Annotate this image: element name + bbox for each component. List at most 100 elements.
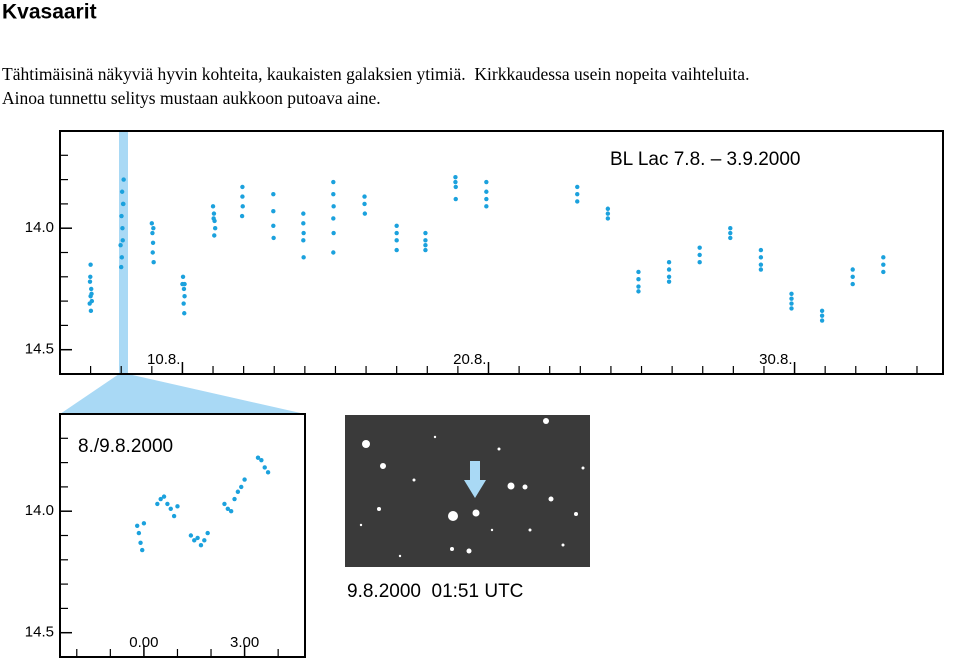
data-point	[758, 262, 764, 267]
data-point	[165, 501, 170, 507]
data-point	[666, 267, 672, 272]
data-point	[636, 289, 641, 294]
data-point	[181, 301, 186, 306]
data-point	[271, 223, 276, 228]
data-point	[232, 496, 237, 502]
stars	[359, 418, 585, 558]
data-point	[180, 274, 186, 279]
data-point	[240, 194, 245, 199]
data-point	[819, 318, 825, 323]
data-point	[212, 233, 217, 238]
y-tick-label: 14.5	[25, 624, 54, 641]
y-tick-label: 14.0	[25, 502, 54, 519]
data-point	[881, 255, 886, 260]
data-point	[758, 247, 764, 253]
data-point	[168, 506, 173, 511]
data-point	[171, 513, 177, 519]
y-tick-label: 14.0	[25, 219, 54, 236]
data-point	[331, 191, 336, 197]
data-point	[819, 308, 825, 314]
data-point	[182, 294, 187, 299]
data-point	[239, 484, 244, 490]
data-point	[121, 177, 126, 182]
highlight-band	[119, 131, 128, 374]
data-point	[239, 213, 245, 219]
data-point	[225, 506, 231, 511]
data-point	[149, 221, 155, 226]
data-point	[188, 533, 194, 538]
data-point	[362, 194, 367, 199]
data-point	[202, 538, 207, 543]
y-tick-label: 14.5	[25, 341, 54, 358]
data-point	[881, 262, 886, 267]
data-point	[150, 240, 156, 245]
x-tick-label: 10.8.	[147, 351, 180, 368]
data-point	[210, 204, 216, 209]
data-point	[211, 216, 216, 221]
data-point	[87, 301, 92, 306]
data-point	[301, 255, 306, 260]
data-point	[484, 179, 489, 185]
data-point	[789, 296, 794, 301]
text-line: Tähtimäisinä näkyviä hyvin kohteita, kau…	[2, 64, 749, 84]
data-point	[850, 274, 855, 279]
data-point	[235, 489, 241, 494]
data-point	[484, 189, 489, 194]
data-point	[758, 267, 764, 272]
data-point	[89, 291, 94, 297]
data-point	[89, 286, 94, 292]
data-point	[423, 238, 428, 243]
image-caption: 9.8.2000 01:51 UTC	[347, 581, 523, 602]
x-tick-label: 20.8.	[453, 351, 486, 368]
image-background	[345, 415, 590, 567]
data-point	[192, 538, 197, 543]
data-point	[150, 230, 155, 236]
data-point	[484, 204, 489, 209]
data-point	[394, 230, 399, 236]
data-point	[697, 245, 702, 250]
data-point	[850, 267, 855, 272]
x-tick-label: 3.00	[230, 634, 259, 651]
data-point	[423, 243, 428, 248]
data-point	[331, 250, 336, 255]
data-point	[394, 247, 399, 253]
data-point	[205, 530, 210, 536]
data-point	[453, 196, 458, 202]
data-point	[120, 226, 125, 231]
data-point	[271, 235, 276, 241]
data-point	[666, 274, 672, 279]
data-point	[181, 286, 187, 292]
annotation: BL Lac 7.8. – 3.9.2000	[610, 149, 801, 170]
data-point	[118, 243, 123, 248]
data-point	[575, 191, 580, 197]
data-point	[789, 291, 794, 297]
data-point	[850, 281, 855, 287]
data-point	[484, 196, 489, 202]
data-point	[211, 211, 217, 216]
data-point	[819, 313, 825, 318]
data-point	[331, 230, 336, 236]
data-point	[331, 216, 336, 221]
data-point	[394, 238, 399, 243]
data-point	[222, 501, 227, 507]
data-point	[331, 204, 336, 209]
x-tick-label: 0.00	[129, 634, 158, 651]
data-point	[423, 230, 428, 236]
slide-title: Kvasaarit	[2, 1, 97, 24]
data-point	[240, 184, 245, 190]
data-point	[758, 255, 764, 260]
data-point	[88, 274, 93, 279]
x-tick-label: 30.8.	[759, 351, 792, 368]
data-point	[605, 216, 611, 221]
data-point	[301, 230, 306, 236]
data-point	[301, 211, 306, 216]
data-point	[605, 211, 611, 216]
data-point	[362, 201, 367, 207]
data-point	[255, 455, 261, 460]
data-point	[271, 191, 276, 197]
data-point	[136, 530, 142, 536]
annotation: 8./9.8.2000	[78, 436, 173, 457]
data-point	[666, 279, 672, 284]
